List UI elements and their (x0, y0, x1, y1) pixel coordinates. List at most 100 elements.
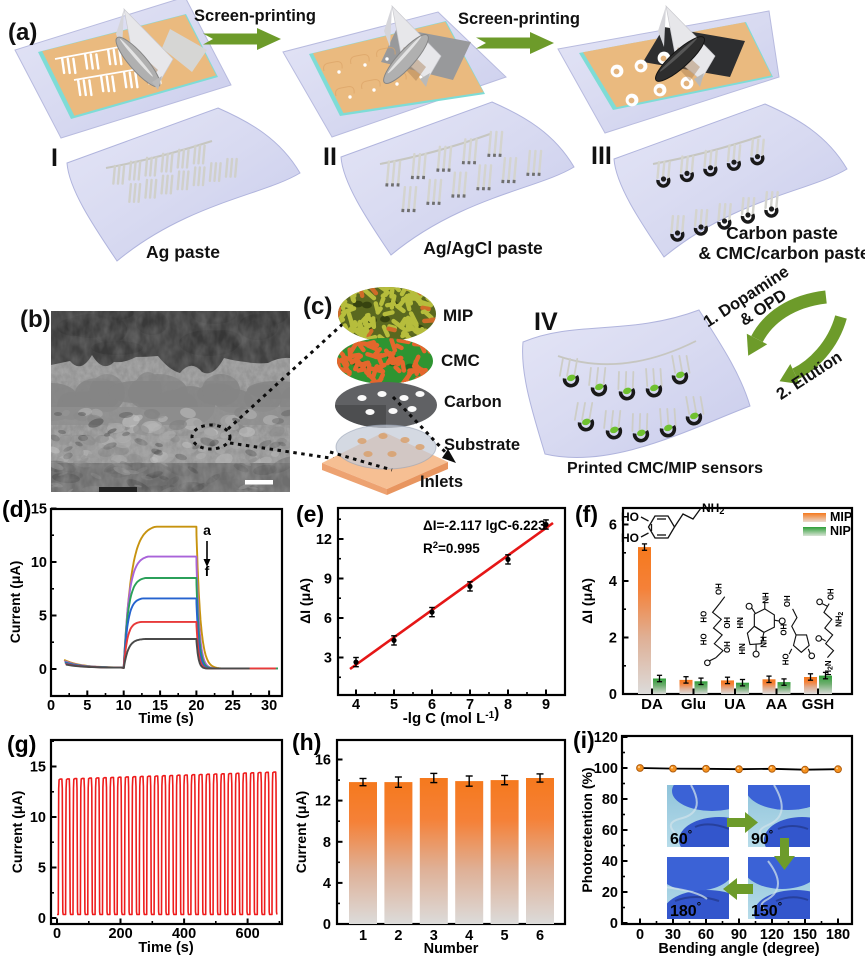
svg-text:Printed CMC/MIP sensors: Printed CMC/MIP sensors (567, 460, 763, 477)
svg-text:6: 6 (609, 518, 617, 534)
svg-text:Carbon: Carbon (444, 393, 502, 411)
svg-text:Screen-printing: Screen-printing (458, 10, 580, 28)
svg-text:0: 0 (39, 662, 47, 678)
svg-text:12: 12 (316, 532, 332, 548)
svg-text:f: f (205, 563, 210, 579)
svg-text:5: 5 (390, 697, 398, 713)
svg-text:NIP: NIP (830, 524, 851, 538)
svg-text:5: 5 (39, 609, 47, 625)
svg-text:(h): (h) (292, 729, 321, 755)
svg-text:(a): (a) (8, 19, 37, 46)
svg-text:0: 0 (609, 687, 617, 703)
svg-text:(i): (i) (573, 727, 595, 753)
svg-text:CMC: CMC (441, 351, 480, 370)
svg-text:0: 0 (53, 926, 61, 942)
svg-text:5: 5 (501, 928, 509, 944)
svg-text:Ag/AgCl paste: Ag/AgCl paste (423, 238, 543, 258)
svg-text:0: 0 (636, 927, 644, 943)
svg-text:Ag paste: Ag paste (146, 242, 220, 262)
svg-text:R2=0.995: R2=0.995 (423, 540, 480, 556)
svg-text:HN: HN (738, 643, 747, 655)
svg-text:5: 5 (83, 698, 91, 714)
svg-text:Bending angle (degree): Bending angle (degree) (658, 941, 819, 957)
svg-text:0: 0 (47, 698, 55, 714)
svg-text:60: 60 (698, 927, 714, 943)
svg-text:-lg C (mol L-1): -lg C (mol L-1) (403, 705, 499, 727)
svg-text:6: 6 (324, 611, 332, 627)
svg-text:8: 8 (504, 697, 512, 713)
svg-text:ΔI (μA): ΔI (μA) (297, 578, 313, 624)
svg-text:200: 200 (108, 926, 132, 942)
svg-text:OH: OH (723, 641, 732, 653)
svg-text:Time (s): Time (s) (138, 711, 194, 727)
svg-text:600: 600 (236, 926, 260, 942)
svg-text:Inlets: Inlets (420, 473, 463, 491)
svg-text:4: 4 (609, 574, 617, 590)
svg-text:NH2: NH2 (702, 501, 724, 516)
svg-text:Photoretention (%): Photoretention (%) (579, 767, 595, 892)
svg-text:16: 16 (315, 753, 331, 769)
svg-text:HO: HO (781, 653, 790, 665)
svg-text:NH: NH (761, 592, 770, 604)
svg-text:HO: HO (621, 510, 639, 524)
svg-text:3: 3 (430, 928, 438, 944)
svg-text:2: 2 (394, 928, 402, 944)
svg-text:IV: IV (534, 308, 558, 336)
svg-text:(e): (e) (296, 501, 324, 527)
svg-text:Glu: Glu (681, 696, 706, 713)
svg-text:0: 0 (610, 916, 618, 932)
svg-text:60: 60 (602, 823, 618, 839)
svg-text:10: 10 (31, 555, 47, 571)
svg-text:HO: HO (699, 633, 708, 645)
svg-text:DA: DA (641, 696, 663, 713)
svg-text:II: II (323, 143, 337, 171)
svg-text:I: I (51, 144, 58, 172)
svg-text:(b): (b) (20, 306, 51, 333)
svg-text:Screen-printing: Screen-printing (194, 7, 316, 25)
svg-text:III: III (591, 142, 612, 170)
svg-text:(g): (g) (7, 731, 36, 757)
svg-text:ΔI=-2.117 lgC-6.223: ΔI=-2.117 lgC-6.223 (423, 518, 546, 533)
svg-text:AA: AA (766, 696, 788, 713)
svg-text:15: 15 (30, 760, 46, 776)
svg-text:2: 2 (609, 631, 617, 647)
svg-text:90°: 90° (751, 829, 773, 848)
svg-text:1: 1 (359, 928, 367, 944)
svg-text:HO: HO (699, 611, 708, 623)
svg-text:Time (s): Time (s) (138, 940, 194, 956)
svg-text:100: 100 (594, 761, 618, 777)
svg-text:4: 4 (352, 697, 360, 713)
svg-text:OH: OH (780, 624, 789, 636)
svg-text:NH: NH (760, 636, 769, 648)
svg-text:8: 8 (323, 835, 331, 851)
svg-text:6: 6 (428, 697, 436, 713)
svg-text:15: 15 (152, 698, 168, 714)
svg-text:60°: 60° (670, 829, 692, 848)
svg-text:150: 150 (793, 927, 817, 943)
svg-text:NH2: NH2 (834, 612, 845, 627)
svg-text:180°: 180° (670, 901, 701, 920)
svg-text:15: 15 (31, 502, 47, 518)
svg-text:7: 7 (466, 697, 474, 713)
svg-text:GSH: GSH (802, 696, 835, 713)
svg-text:120: 120 (760, 927, 784, 943)
svg-text:10: 10 (116, 698, 132, 714)
svg-text:3: 3 (324, 651, 332, 667)
svg-text:90: 90 (731, 927, 747, 943)
svg-text:MIP: MIP (443, 306, 473, 325)
svg-text:Number: Number (424, 941, 479, 957)
svg-text:OH: OH (723, 617, 732, 629)
svg-text:9: 9 (324, 571, 332, 587)
svg-text:Current (μA): Current (μA) (9, 791, 25, 873)
svg-text:Current (μA): Current (μA) (293, 791, 309, 873)
svg-text:(f): (f) (575, 501, 598, 527)
svg-text:20: 20 (602, 885, 618, 901)
svg-text:40: 40 (602, 854, 618, 870)
svg-text:30: 30 (665, 927, 681, 943)
svg-text:20: 20 (188, 698, 204, 714)
svg-text:0: 0 (38, 911, 46, 927)
svg-text:Current (μA): Current (μA) (7, 561, 23, 643)
svg-text:Carbon paste: Carbon paste (726, 223, 838, 243)
svg-text:9: 9 (542, 697, 550, 713)
svg-text:180: 180 (826, 927, 850, 943)
